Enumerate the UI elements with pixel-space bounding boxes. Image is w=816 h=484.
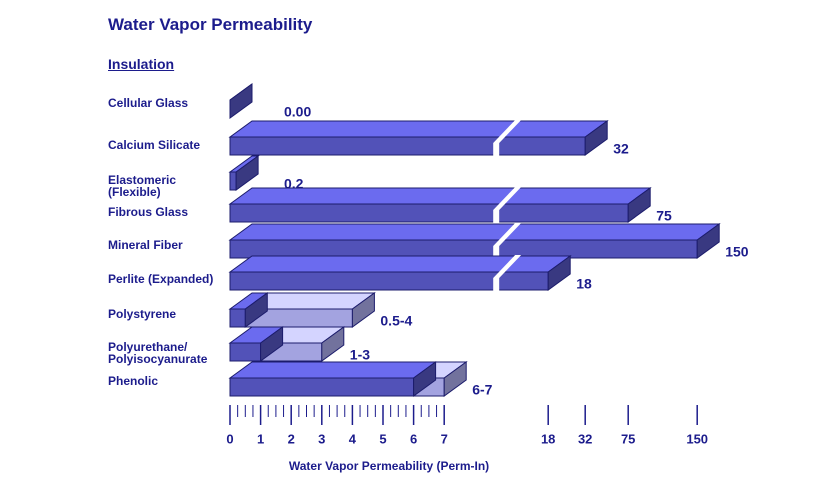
x-tick-label: 5 (379, 431, 386, 446)
bar-top (228, 120, 609, 138)
x-tick-label: 32 (578, 431, 592, 446)
bar-top (228, 187, 652, 205)
value-label: 75 (656, 208, 672, 224)
bar-group: 150 (228, 223, 749, 260)
bar-group: 0.2 (228, 155, 304, 192)
bar-group: 75 (228, 187, 672, 224)
x-tick-label: 1 (257, 431, 264, 446)
value-label: 1-3 (350, 347, 370, 363)
x-tick-label: 3 (318, 431, 325, 446)
range-bar-side (351, 292, 375, 328)
axis-break (493, 187, 522, 223)
bar-group: 32 (228, 120, 629, 157)
bar (229, 377, 415, 397)
x-tick-label: 150 (686, 431, 708, 446)
category-label: Mineral Fiber (108, 238, 183, 252)
bar (229, 342, 262, 362)
bar-top (228, 255, 572, 273)
x-tick-label: 4 (349, 431, 357, 446)
value-label: 150 (725, 244, 749, 260)
x-tick-label: 18 (541, 431, 555, 446)
category-label: Elastomeric (Flexible) (108, 173, 177, 199)
bar-group: 1-3 (228, 326, 370, 363)
value-label: 6-7 (472, 382, 492, 398)
chart-title: Water Vapor Permeability (108, 15, 313, 34)
category-label: Cellular Glass (108, 96, 189, 110)
bar-side (547, 255, 571, 291)
bar-side (413, 361, 437, 397)
bar-group: 0.5-4 (228, 292, 413, 329)
x-axis-label: Water Vapor Permeability (Perm-In) (288, 459, 490, 473)
range-bar-side (443, 361, 467, 397)
bar-side (260, 326, 284, 362)
bar-group: 6-7 (228, 361, 493, 398)
category-label: Calcium Silicate (108, 138, 201, 152)
axis-break (493, 223, 522, 259)
bar-top (228, 223, 721, 241)
value-label: 0.5-4 (380, 313, 412, 329)
bar-side (229, 83, 253, 119)
x-tick-label: 75 (621, 431, 635, 446)
bar (229, 239, 698, 259)
axis-break (493, 120, 522, 156)
value-label: 0.00 (284, 104, 311, 120)
bar-side (244, 292, 268, 328)
subtitle: Insulation (108, 56, 175, 72)
bar-side (627, 187, 651, 223)
bar (229, 136, 586, 156)
axis-break (493, 255, 522, 291)
category-label: Perlite (Expanded) (108, 272, 214, 286)
bar (229, 308, 246, 328)
x-tick-label: 7 (441, 431, 448, 446)
value-label: 32 (613, 141, 629, 157)
category-label: Fibrous Glass (108, 205, 189, 219)
bar-group: 18 (228, 255, 592, 292)
bar (229, 171, 237, 191)
category-label: Polystyrene (108, 307, 177, 321)
category-label: Polyurethane/ Polyisocyanurate (108, 340, 208, 366)
bar-group: 0.00 (229, 83, 311, 120)
range-bar-side (321, 326, 345, 362)
value-label: 18 (576, 276, 592, 292)
x-tick-label: 2 (288, 431, 295, 446)
x-tick-label: 0 (226, 431, 233, 446)
bar (229, 203, 629, 223)
bar-top (228, 361, 438, 379)
x-tick-label: 6 (410, 431, 417, 446)
bar-side (235, 155, 259, 191)
category-label: Phenolic (108, 374, 159, 388)
bar-side (696, 223, 720, 259)
bar-side (584, 120, 608, 156)
